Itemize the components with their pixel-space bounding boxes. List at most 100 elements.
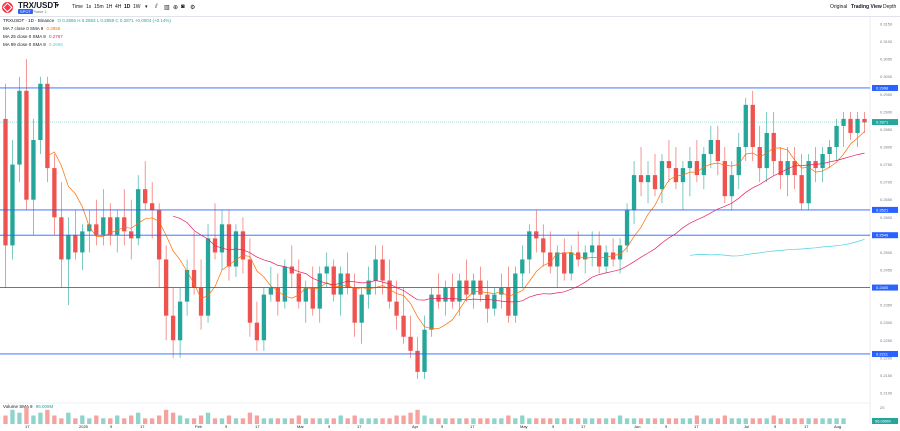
price-tick-label: 0.2250: [880, 338, 893, 343]
volume-bar: [582, 418, 588, 424]
volume-bar: [303, 418, 308, 424]
candle-body: [3, 118, 8, 246]
candle-body: [191, 269, 197, 288]
candle-body: [136, 189, 141, 239]
tf-1w[interactable]: 1W: [133, 4, 141, 10]
volume-bar: [87, 418, 92, 424]
candle-body: [408, 336, 413, 351]
time-axis-label: Aug: [834, 424, 842, 429]
volume-bar: [478, 418, 483, 424]
candle-body: [24, 90, 29, 200]
time-axis-label: 17: [581, 424, 586, 429]
tab-depth[interactable]: Depth: [883, 4, 897, 10]
candle-body: [701, 154, 707, 176]
tf-1h[interactable]: 1H: [106, 4, 113, 10]
market-badge: SPOT: [18, 9, 33, 14]
time-axis-label: Jun: [634, 424, 641, 429]
tf-time[interactable]: Time: [72, 4, 83, 10]
candle-body: [198, 287, 204, 316]
candle-body: [373, 259, 378, 281]
candle-body: [268, 287, 274, 295]
volume-bar: [3, 415, 8, 424]
settings-gear-icon[interactable]: ⚙: [190, 5, 196, 11]
volume-bar: [771, 415, 776, 424]
volume-bar: [331, 418, 336, 424]
tf-1d[interactable]: 1D: [124, 4, 131, 10]
candle-body: [862, 118, 867, 123]
volume-bar: [129, 415, 134, 424]
time-axis-label: 9: [110, 424, 113, 429]
candle-body: [73, 234, 78, 253]
volume-bar: [45, 409, 50, 424]
price-chart[interactable]: 0.3150 0.3100 0.3050 0.3000 0.2950 0.2900 0.28…: [0, 17, 900, 424]
volume-bar: [17, 412, 22, 424]
tf-15m[interactable]: 15m: [94, 4, 104, 10]
tf-4h[interactable]: 4H: [115, 4, 122, 10]
candle-body: [569, 252, 574, 274]
volume-bar: [31, 415, 36, 424]
candle-body: [52, 168, 57, 218]
candle-body: [527, 231, 532, 260]
candle-body: [247, 259, 253, 323]
volume-bar: [841, 418, 846, 424]
candle-body: [603, 252, 609, 267]
price-tick-label: 0.2200: [880, 355, 893, 360]
volume-bar: [548, 418, 553, 424]
volume-bar: [310, 418, 315, 424]
candle-body: [59, 217, 64, 260]
candle-body: [184, 269, 190, 302]
chart-type-icon[interactable]: ▥: [164, 5, 170, 11]
volume-bar: [457, 418, 462, 424]
volume-value-tag: [872, 418, 898, 424]
ma25-legend[interactable]: MA 25 close 0 SMA 9 0.2767: [3, 34, 63, 39]
volume-bar: [198, 415, 204, 424]
symbol-dropdown-icon[interactable]: ▾: [56, 3, 60, 9]
volume-bar: [324, 418, 329, 424]
symbol-name[interactable]: TRX/USDT: [18, 1, 58, 10]
candle-body: [170, 315, 176, 341]
candle-body: [429, 294, 434, 330]
volume-bar: [506, 415, 511, 424]
candle-body: [17, 90, 22, 165]
candle-body: [827, 147, 832, 155]
ma7-legend[interactable]: MA 7 close 0 SMA 9 0.2858: [3, 26, 60, 31]
volume-bar: [596, 418, 602, 424]
level-price-label: 0.2968: [876, 85, 889, 90]
time-axis-label: 17: [357, 424, 362, 429]
volume-bar: [10, 409, 15, 424]
candle-body: [94, 224, 99, 235]
compare-icon[interactable]: ⊕: [173, 5, 179, 11]
volume-bar: [527, 418, 532, 424]
tf-1s[interactable]: 1s: [86, 4, 92, 10]
candle-body: [562, 252, 567, 274]
tab-original[interactable]: Original: [830, 4, 848, 10]
volume-bar: [687, 418, 693, 424]
volume-value: 96.009M: [35, 404, 54, 409]
time-axis-label: 9: [552, 424, 555, 429]
candle-body: [485, 294, 490, 309]
candle-body: [436, 294, 441, 302]
camera-icon[interactable]: ◙: [181, 4, 185, 10]
time-axis-label: 17: [470, 424, 475, 429]
time-axis-label: Feb: [195, 424, 202, 429]
candle-body: [652, 175, 658, 190]
tab-trading-view[interactable]: Trading View: [851, 4, 882, 10]
volume-bar: [471, 418, 476, 424]
candle-body: [848, 118, 853, 133]
ohlc-values: O 0.2866 H 0.2883 L 0.2859 C 0.2871 +0.0…: [57, 18, 171, 23]
volume-bar: [338, 415, 343, 424]
volume-bar: [247, 412, 253, 424]
volume-legend[interactable]: Volume SMA 9 96.009M: [3, 404, 53, 409]
price-tick-label: 0.2100: [880, 390, 893, 395]
candle-body: [87, 224, 92, 232]
volume-bar: [254, 415, 260, 424]
indicator-icon[interactable]: ⫽: [155, 4, 158, 10]
candle-body: [855, 118, 860, 133]
ma99-legend[interactable]: MA 99 close 0 SMA 9 0.2656: [3, 42, 63, 47]
volume-bar: [422, 415, 427, 424]
candle-body: [582, 252, 588, 260]
ma25-label: MA 25 close 0 SMA 9: [3, 34, 46, 39]
candle-body: [345, 273, 350, 288]
candle-body: [359, 294, 364, 323]
tf-more-caret[interactable]: ▾: [145, 4, 148, 10]
